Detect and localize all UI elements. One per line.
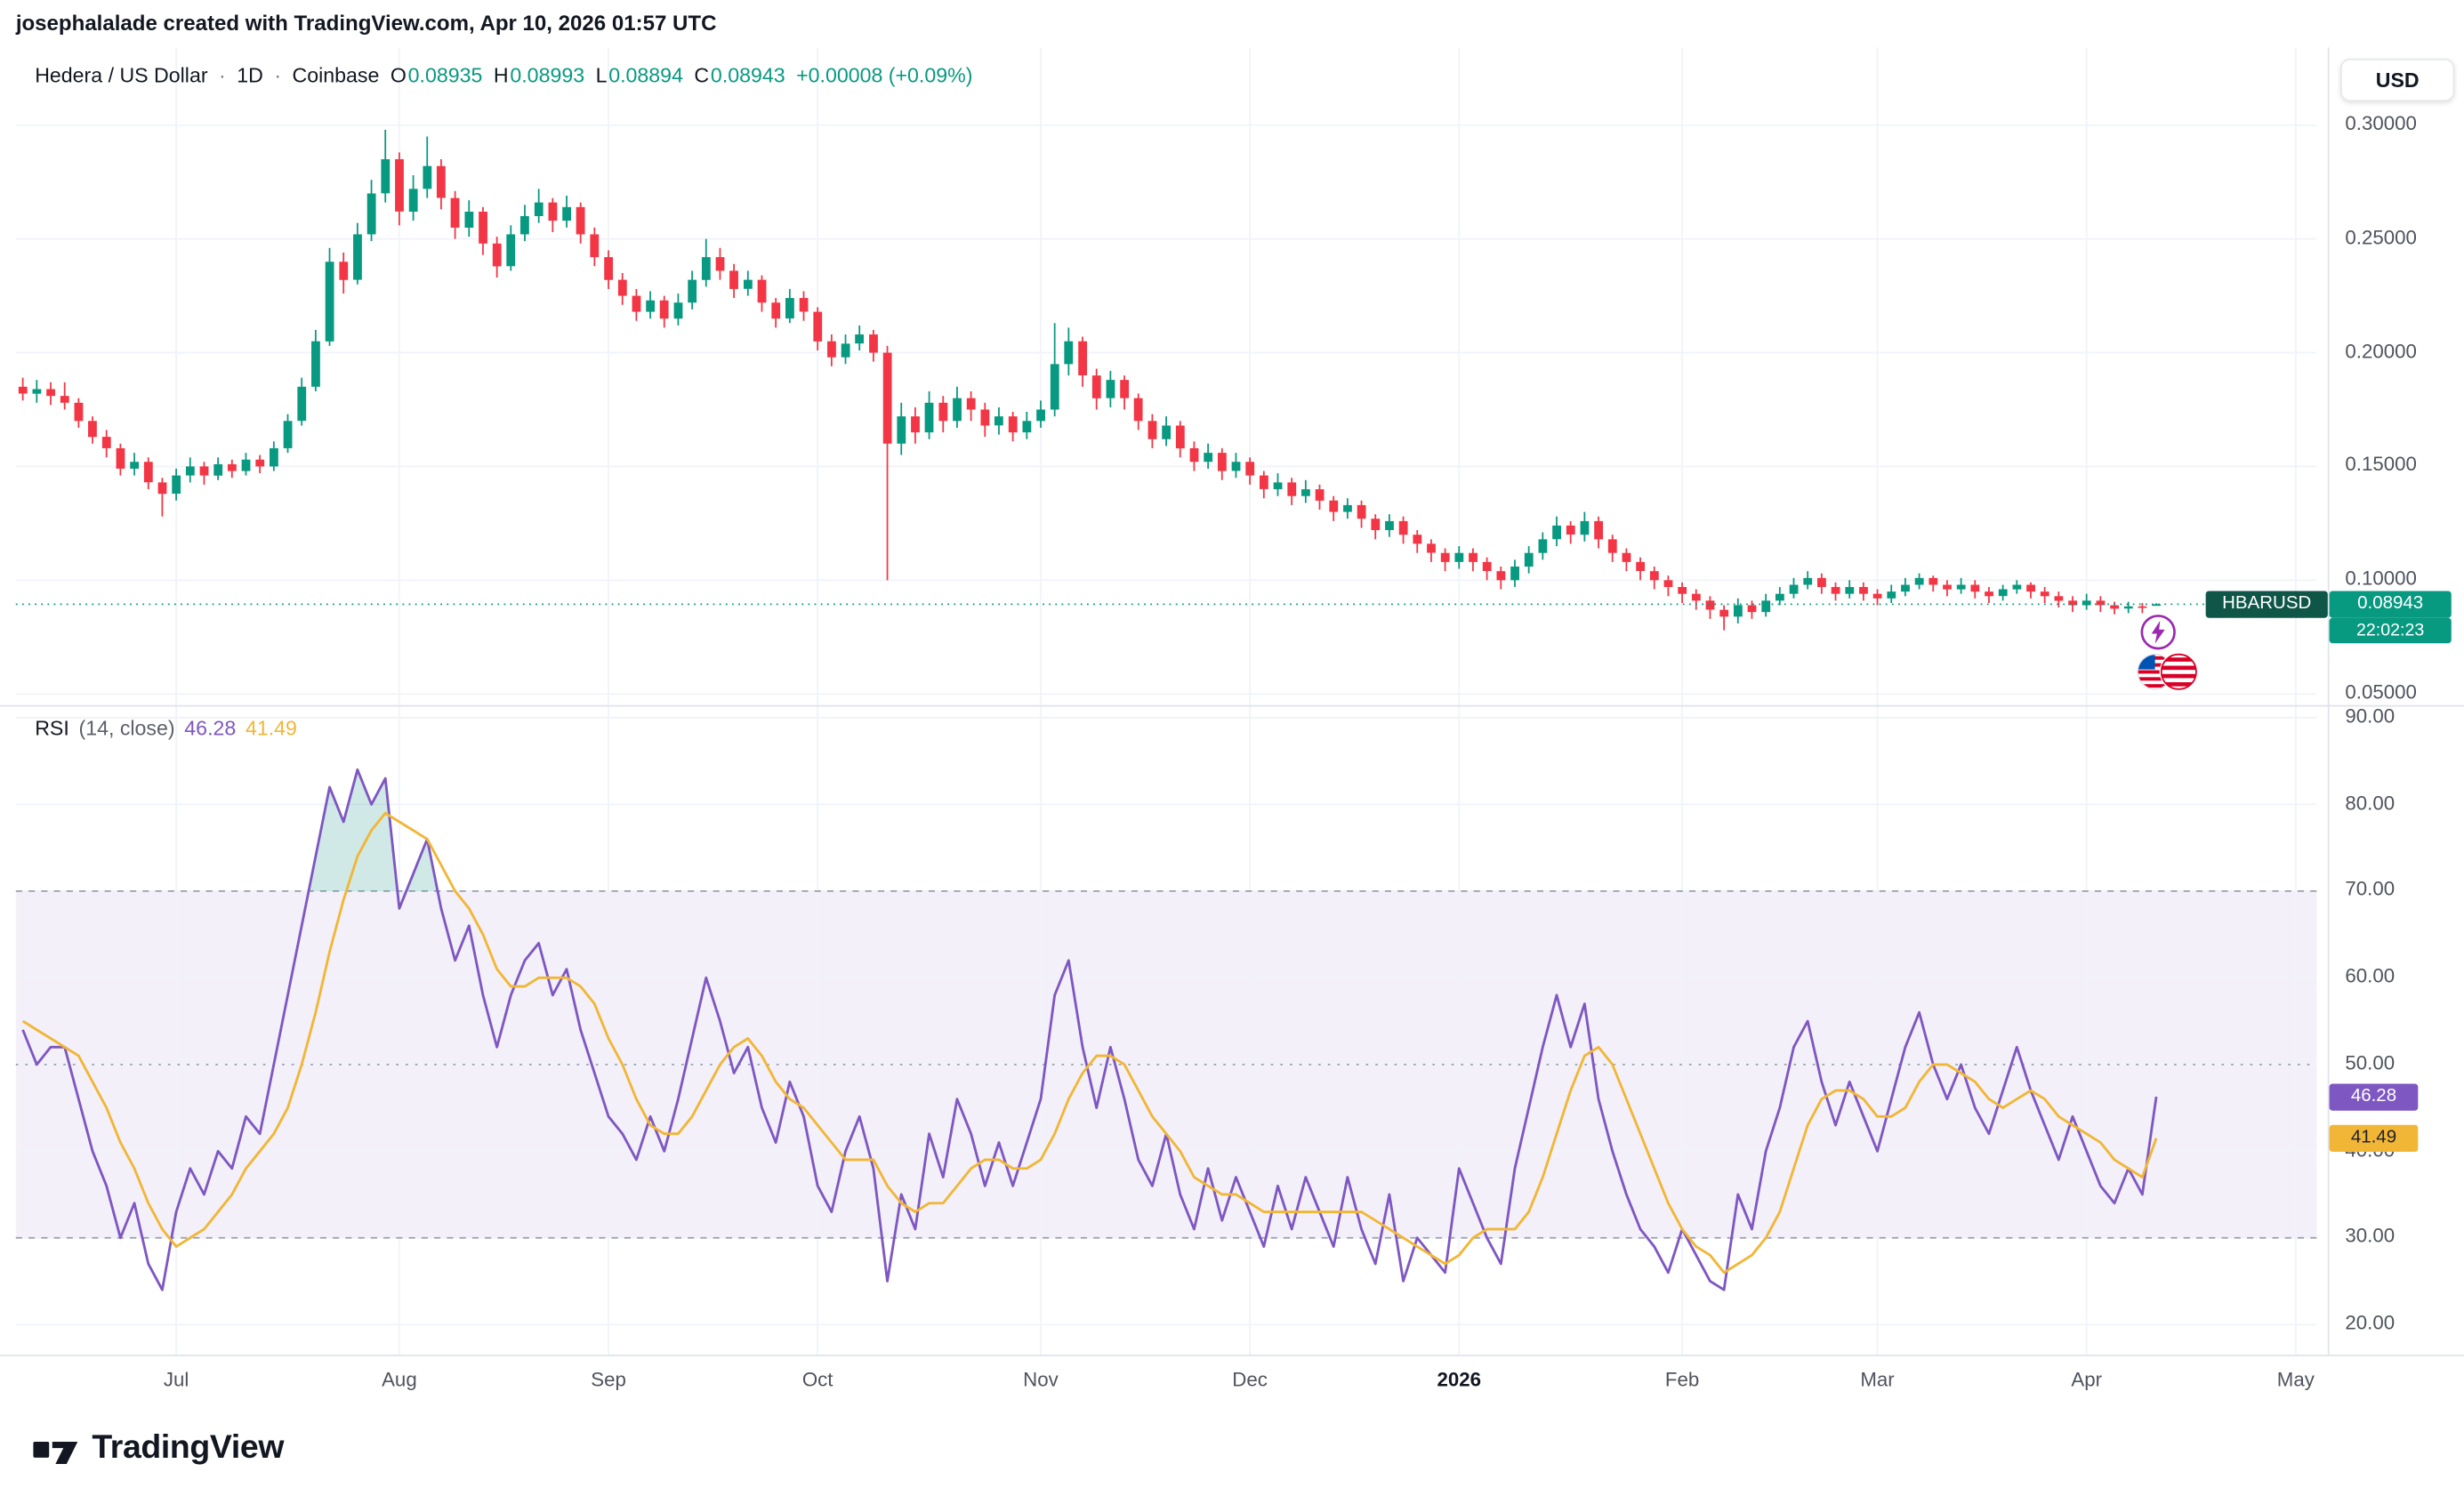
price-scale[interactable]: 0.30000 0.25000 0.20000 0.15000 0.10000 0.050… — [2327, 47, 2464, 1355]
price-axis-label: 0.15000 — [2345, 454, 2417, 477]
time-axis-label: Oct — [801, 1369, 833, 1392]
rsi-axis-label: 80.00 — [2345, 792, 2396, 815]
open-value: 0.08935 — [407, 63, 483, 87]
low-label: L — [595, 63, 608, 87]
change-value: +0.00008 (+0.09%) — [796, 63, 973, 87]
symbol-price-label: HBARUSD — [2205, 591, 2328, 618]
chart-canvas[interactable] — [0, 47, 2326, 1355]
tradingview-logo-text: TradingView — [92, 1428, 285, 1466]
rsi-axis-label: 50.00 — [2345, 1051, 2396, 1074]
time-axis-label: Feb — [1664, 1369, 1700, 1392]
time-axis-label: May — [2276, 1369, 2315, 1392]
ohlc-open: O 0.08935 — [391, 63, 483, 87]
price-axis-label: 0.10000 — [2345, 567, 2417, 590]
close-label: C — [694, 63, 710, 87]
rsi-axis-label: 20.00 — [2345, 1311, 2396, 1334]
time-axis-label: Aug — [382, 1369, 417, 1392]
base-quote-flag-icons — [2137, 652, 2199, 692]
rsi-axis-label: 70.00 — [2345, 878, 2396, 901]
open-label: O — [390, 63, 407, 87]
time-axis-label: Jul — [163, 1369, 189, 1392]
rsi-legend: RSI (14, close) 46.28 41.49 — [35, 716, 297, 740]
quote-currency-flag-icon — [2161, 654, 2196, 689]
symbol-legend: Hedera / US Dollar · 1D · Coinbase O 0.08… — [35, 63, 972, 87]
price-axis-label: 0.25000 — [2345, 226, 2417, 249]
last-price-label: 0.08943 — [2329, 591, 2452, 618]
rsi-axis-label: 60.00 — [2345, 965, 2396, 988]
currency-toggle-usd[interactable]: USD — [2340, 58, 2455, 102]
attribution-text: josephalalade created with TradingView.c… — [15, 11, 717, 36]
rsi-params: (14, close) — [78, 716, 175, 740]
interval-label[interactable]: 1D — [237, 63, 263, 87]
symbol-title[interactable]: Hedera / US Dollar — [35, 63, 208, 87]
separator-dot: · — [274, 63, 282, 87]
time-axis-label: Nov — [1023, 1369, 1059, 1392]
price-axis-label: 0.30000 — [2345, 112, 2417, 135]
rsi-title[interactable]: RSI — [35, 716, 69, 740]
close-value: 0.08943 — [710, 63, 785, 87]
price-axis-label: 0.05000 — [2345, 680, 2417, 704]
rsi-axis-label: 90.00 — [2345, 704, 2396, 728]
high-label: H — [493, 63, 509, 87]
pane-separator[interactable] — [0, 704, 2464, 707]
rsi-value-label: 46.28 — [2329, 1082, 2419, 1111]
ohlc-high: H 0.08993 — [494, 63, 584, 87]
rsi-ma-value: 41.49 — [245, 716, 297, 740]
price-axis-label: 0.20000 — [2345, 340, 2417, 363]
symbol-pair-logos — [2133, 649, 2202, 694]
boost-button[interactable] — [2139, 613, 2178, 651]
time-scale[interactable]: Jul Aug Sep Oct Nov Dec 2026 Feb Mar Apr May — [0, 1355, 2464, 1412]
time-axis-label: 2026 — [1437, 1369, 1482, 1392]
bar-countdown-label: 22:02:23 — [2329, 617, 2452, 644]
rsi-value: 46.28 — [184, 716, 237, 740]
exchange-label[interactable]: Coinbase — [292, 63, 380, 87]
tradingview-logo[interactable]: TradingView — [32, 1428, 284, 1468]
time-axis-label: Dec — [1232, 1369, 1268, 1392]
rsi-axis-label: 30.00 — [2345, 1225, 2396, 1248]
rsi-ma-value-label: 41.49 — [2329, 1124, 2419, 1152]
ohlc-close: C 0.08943 — [694, 63, 785, 87]
separator-dot: · — [219, 63, 226, 87]
low-value: 0.08894 — [608, 63, 683, 87]
time-axis-label: Sep — [591, 1369, 626, 1392]
lightning-icon — [2140, 615, 2176, 650]
footer: TradingView — [0, 1410, 2464, 1496]
time-axis-label: Mar — [1860, 1369, 1895, 1392]
ohlc-low: L 0.08894 — [596, 63, 683, 87]
high-value: 0.08993 — [510, 63, 585, 87]
tradingview-logo-mark — [33, 1442, 78, 1464]
time-axis-label: Apr — [2071, 1369, 2102, 1392]
